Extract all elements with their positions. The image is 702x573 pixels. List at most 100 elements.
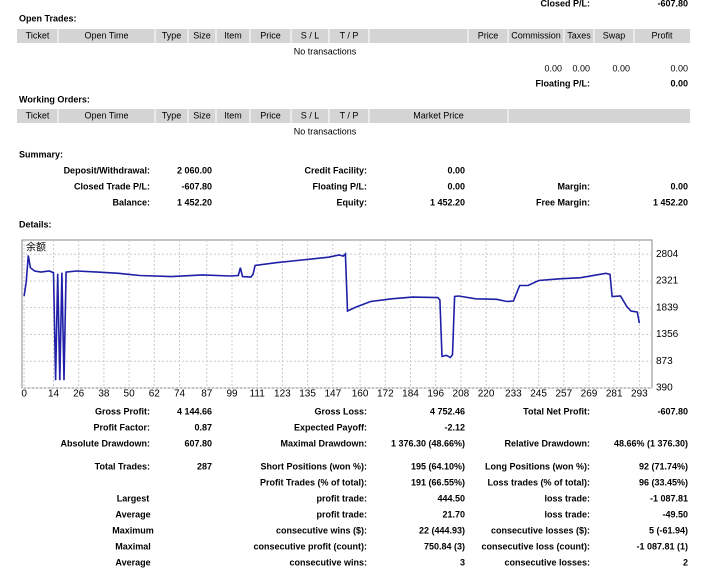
value: 0.00 [447,165,465,175]
label: Margin: [558,181,591,191]
x-tick-label: 135 [299,389,316,400]
value: 5 (-61.94) [649,525,688,535]
column-header: Open Time [84,30,128,40]
value: 2 [683,557,688,567]
balance-line [23,251,641,381]
value: 0.00 [670,181,688,191]
value: 1 452.20 [430,197,465,207]
label: Equity: [337,197,368,207]
x-tick-label: 172 [377,389,394,400]
chart-title: 余额 [26,241,46,254]
total: 0.00 [670,63,688,73]
x-tick-label: 257 [555,389,572,400]
y-tick-label: 390 [656,383,673,394]
value: 1 376.30 (48.66%) [391,438,465,448]
column-header: T / P [340,30,359,40]
label: Closed P/L: [540,0,590,8]
x-tick-label: 293 [631,389,648,400]
label: Average [115,509,150,519]
value: -607.80 [657,406,688,416]
label: Short Positions (won %): [261,461,368,471]
label: Profit Factor: [93,422,150,432]
column-header: Ticket [26,30,50,40]
value: -49.50 [662,509,688,519]
table-header [17,109,690,123]
label: Profit Trades (% of total): [260,477,367,487]
column-header: Ticket [26,110,50,120]
value: 0.87 [194,422,212,432]
value: 195 (64.10%) [411,461,465,471]
value: 750.84 (3) [424,541,465,551]
x-tick-label: 233 [505,389,522,400]
column-header: Swap [603,30,626,40]
section-title: Open Trades: [19,13,77,23]
column-header: Open Time [84,110,128,120]
label: Largest [117,493,150,503]
value: 4 752.46 [430,406,465,416]
value: 607.80 [184,438,212,448]
total: 0.00 [544,63,562,73]
value: 4 144.66 [177,406,212,416]
label: profit trade: [317,509,368,519]
x-tick-label: 99 [226,389,238,400]
label: consecutive wins: [289,557,367,567]
x-tick-label: 14 [48,389,60,400]
x-tick-label: 281 [606,389,623,400]
section-title: Details: [19,219,52,229]
column-header: Size [193,30,211,40]
label: consecutive profit (count): [253,541,367,551]
label: Expected Payoff: [294,422,367,432]
section-title: Summary: [19,149,63,159]
column-header: Type [162,30,182,40]
x-tick-label: 269 [581,389,598,400]
value: 191 (66.55%) [411,477,465,487]
x-tick-label: 38 [98,389,110,400]
value: 21.70 [442,509,465,519]
label: Long Positions (won %): [485,461,590,471]
value: -607.80 [657,0,688,8]
y-tick-label: 873 [656,356,673,367]
x-tick-label: 220 [478,389,495,400]
label: Floating P/L: [313,181,368,191]
column-header: Price [478,30,499,40]
label: Absolute Drawdown: [61,438,151,448]
x-tick-label: 87 [201,389,213,400]
x-tick-label: 123 [274,389,291,400]
column-header: Market Price [413,110,464,120]
total: 0.00 [612,63,630,73]
x-tick-label: 111 [250,389,266,400]
column-header: Item [224,110,242,120]
x-tick-label: 208 [453,389,470,400]
column-header: S / L [301,30,320,40]
column-header: Price [260,110,281,120]
label: Gross Loss: [314,406,367,416]
value: 92 (71.74%) [639,461,688,471]
value: -607.80 [181,181,212,191]
label: Average [115,557,150,567]
section-title: Working Orders: [19,94,90,104]
label: Gross Profit: [95,406,150,416]
label: Credit Facility: [304,165,367,175]
x-tick-label: 0 [21,389,27,400]
value: 1 452.20 [177,197,212,207]
label: Floating P/L: [536,78,591,88]
label: Free Margin: [536,197,590,207]
value: 48.66% (1 376.30) [614,438,688,448]
table-header [17,29,690,43]
column-header: Price [260,30,281,40]
x-tick-label: 26 [73,389,85,400]
column-header: T / P [340,110,359,120]
value: 96 (33.45%) [639,477,688,487]
x-tick-label: 245 [530,389,547,400]
label: Maximum [112,525,154,535]
label: Maximal Drawdown: [280,438,367,448]
label: consecutive wins ($): [276,525,367,535]
value: 0.00 [447,181,465,191]
value: -2.12 [444,422,465,432]
value: 1 452.20 [653,197,688,207]
label: profit trade: [317,493,368,503]
label: consecutive loss (count): [481,541,590,551]
label: Maximal [115,541,151,551]
value: 444.50 [437,493,465,503]
